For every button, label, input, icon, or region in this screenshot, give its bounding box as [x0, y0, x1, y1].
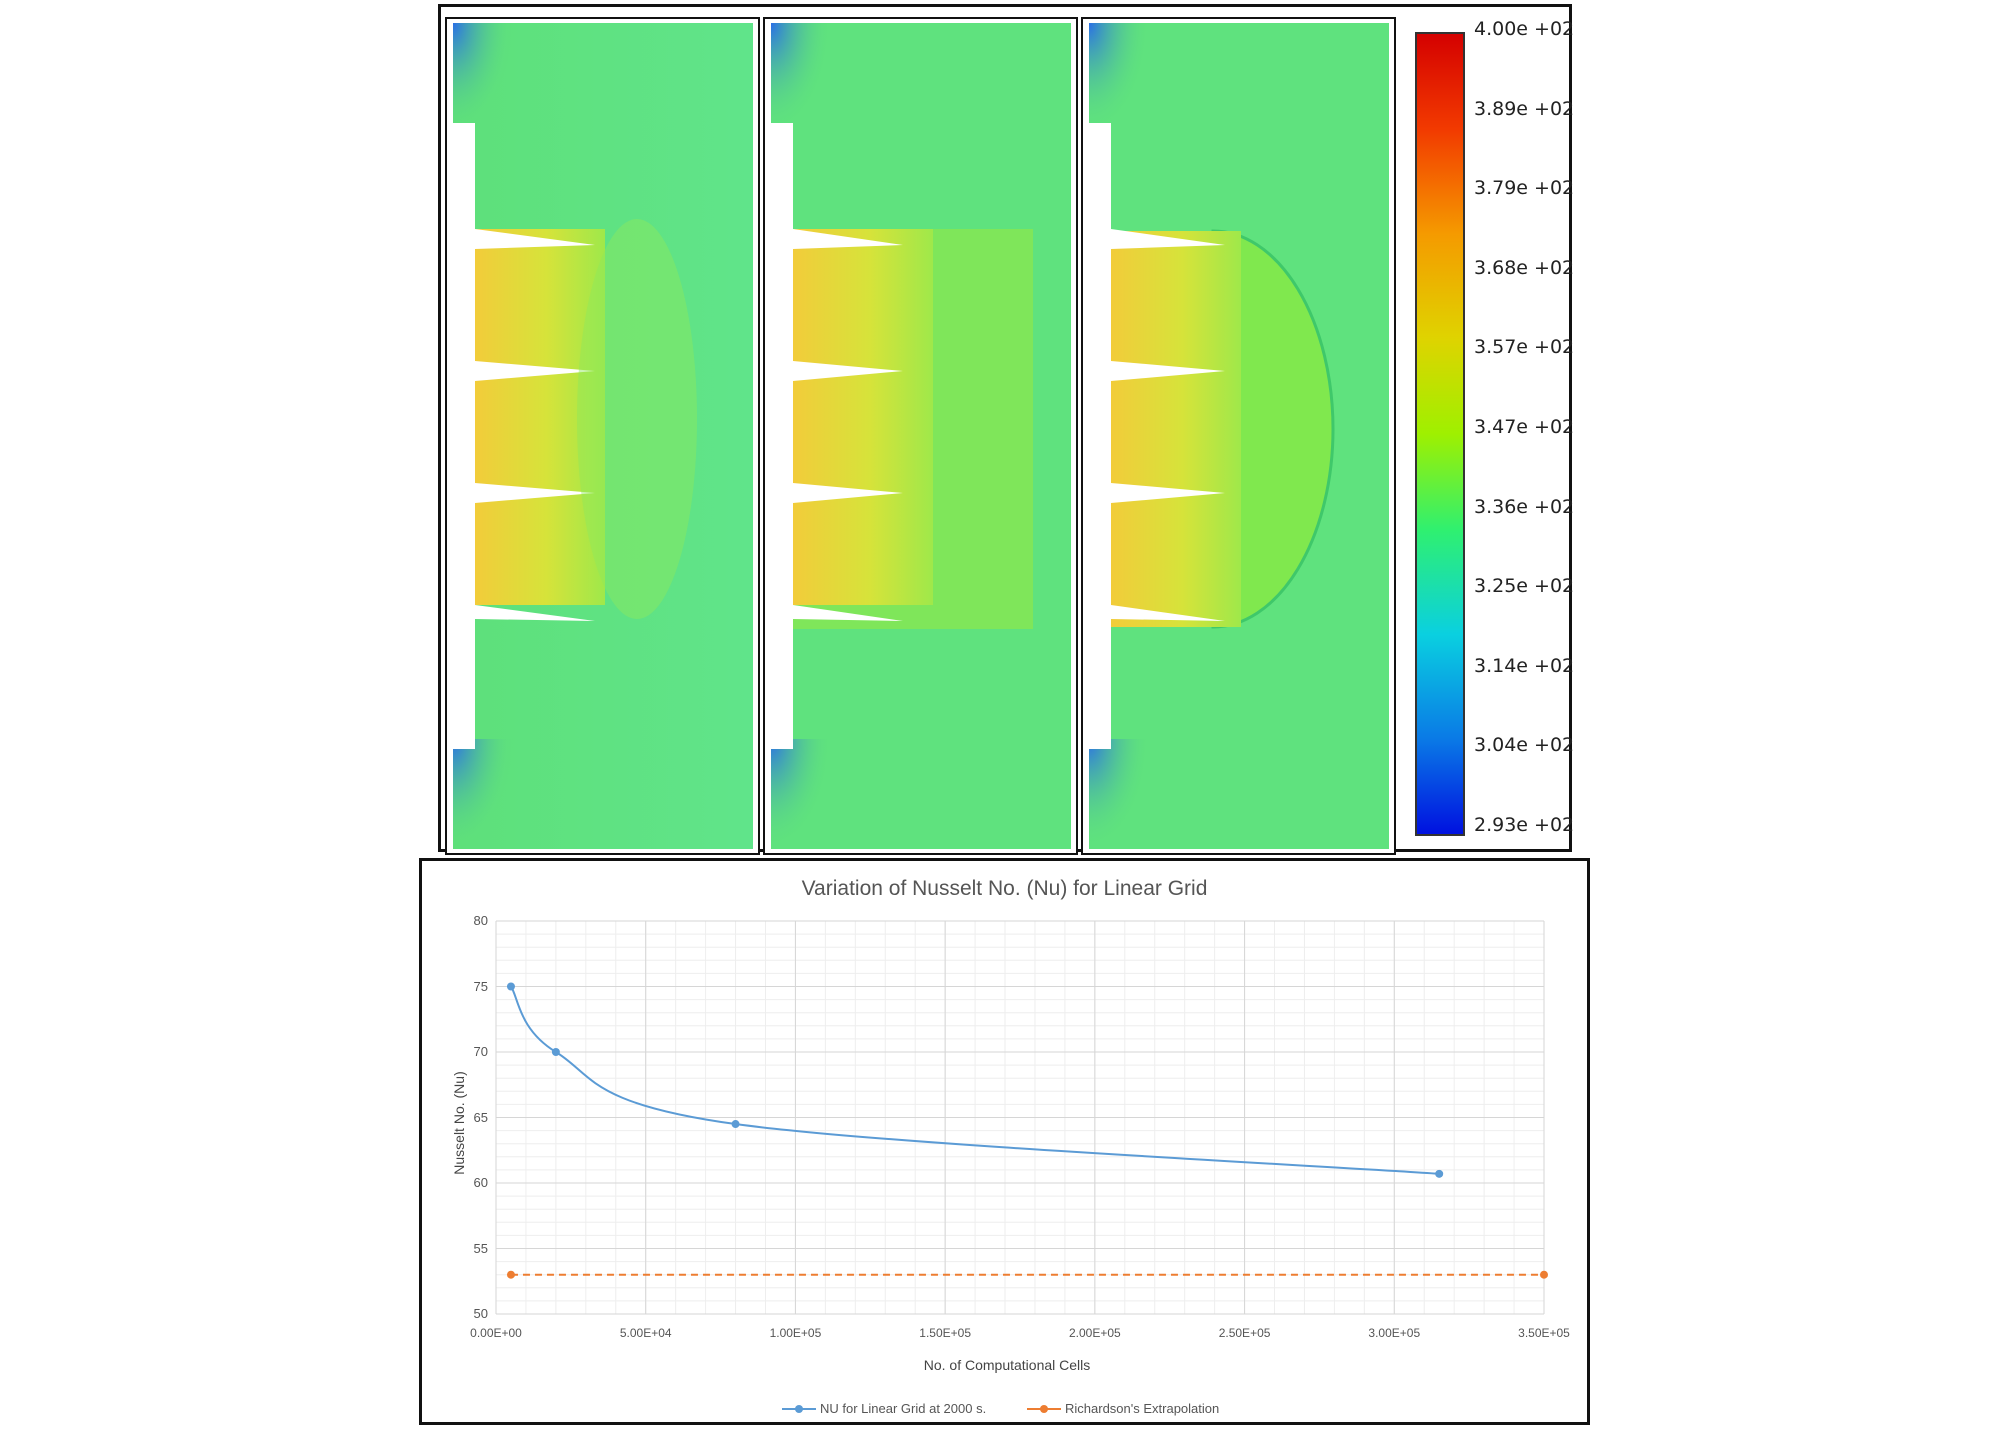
contour-rectangular	[771, 23, 1071, 849]
legend-marker-richardson	[1027, 1404, 1061, 1413]
colorbar-tick-label: 3.79e +02	[1474, 177, 1575, 200]
legend-item-nu: NU for Linear Grid at 2000 s.	[782, 1401, 986, 1416]
legend-label-nu: NU for Linear Grid at 2000 s.	[820, 1401, 987, 1416]
y-axis-label: Nusselt No. (Nu)	[451, 1071, 467, 1175]
legend-marker-nu	[782, 1404, 816, 1413]
x-tick-label: 3.50E+05	[1518, 1326, 1570, 1340]
x-tick-label: 1.00E+05	[769, 1326, 822, 1340]
colorbar-tick-label: 3.89e +02	[1474, 97, 1575, 120]
data-point-series-0	[731, 1120, 740, 1129]
data-point-series-0	[551, 1048, 560, 1056]
simulation-panel-1	[445, 17, 760, 855]
y-tick-label: 55	[473, 1240, 488, 1256]
data-point-series-1	[1540, 1270, 1548, 1279]
colorbar-tick-label: 3.57e +02	[1474, 336, 1575, 359]
colorbar-tick-label: 3.68e +02	[1474, 256, 1575, 279]
colorbar-tick-label: 3.04e +02	[1474, 734, 1575, 757]
colorbar-gradient	[1415, 32, 1465, 836]
legend-item-richardson: Richardson's Extrapolation	[1027, 1401, 1219, 1416]
colorbar-tick-label: 3.25e +02	[1474, 575, 1575, 598]
x-tick-label: 1.50E+05	[919, 1326, 971, 1340]
x-tick-label: 5.00E+04	[619, 1326, 672, 1340]
x-axis-label: No. of Computational Cells	[923, 1357, 1091, 1373]
colorbar-tick-label: 3.36e +02	[1474, 495, 1575, 518]
simulation-panel-2	[763, 17, 1078, 855]
data-point-series-1	[506, 1270, 515, 1279]
y-tick-label: 60	[473, 1175, 488, 1190]
legend-label-richardson: Richardson's Extrapolation	[1065, 1401, 1220, 1416]
data-point-series-0	[1435, 1169, 1444, 1178]
y-tick-label: 80	[473, 913, 488, 928]
x-tick-label: 2.50E+05	[1218, 1326, 1271, 1340]
colorbar	[1414, 31, 1468, 842]
plot-area	[495, 920, 1548, 1315]
y-tick-label: 70	[473, 1044, 488, 1059]
x-tick-label: 0.00E+00	[470, 1326, 522, 1340]
data-point-series-0	[506, 982, 515, 991]
simulation-figure: 4.00e +02 3.89e +02 3.79e +02 3.68e +02 3.57…	[438, 4, 1575, 855]
y-tick-label: 65	[473, 1109, 488, 1125]
colorbar-tick-label: 4.00e +02	[1474, 18, 1575, 40]
x-tick-label: 2.00E+05	[1068, 1326, 1121, 1340]
colorbar-tick-label: 3.14e +02	[1474, 654, 1575, 677]
colorbar-tick-label: 3.47e +02	[1474, 416, 1575, 438]
y-tick-label: 75	[473, 978, 488, 994]
contour-semicircular	[1089, 23, 1389, 849]
chart-frame: Variation of Nusselt No. (Nu) for Linear…	[419, 858, 1590, 1425]
y-tick-label: 50	[473, 1306, 488, 1321]
chart-title: Variation of Nusselt No. (Nu) for Linear…	[801, 877, 1208, 900]
simulation-panel-3	[1081, 17, 1396, 855]
x-tick-label: 3.00E+05	[1368, 1326, 1421, 1340]
contour-linear	[453, 23, 753, 849]
colorbar-tick-label: 2.93e +02	[1474, 814, 1575, 836]
